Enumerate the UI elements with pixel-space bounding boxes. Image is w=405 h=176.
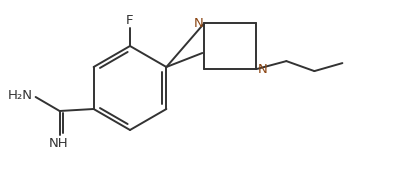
Text: NH: NH xyxy=(49,137,68,150)
Text: H₂N: H₂N xyxy=(8,90,32,102)
Text: N: N xyxy=(257,63,266,76)
Text: F: F xyxy=(126,14,133,27)
Text: N: N xyxy=(193,17,203,30)
